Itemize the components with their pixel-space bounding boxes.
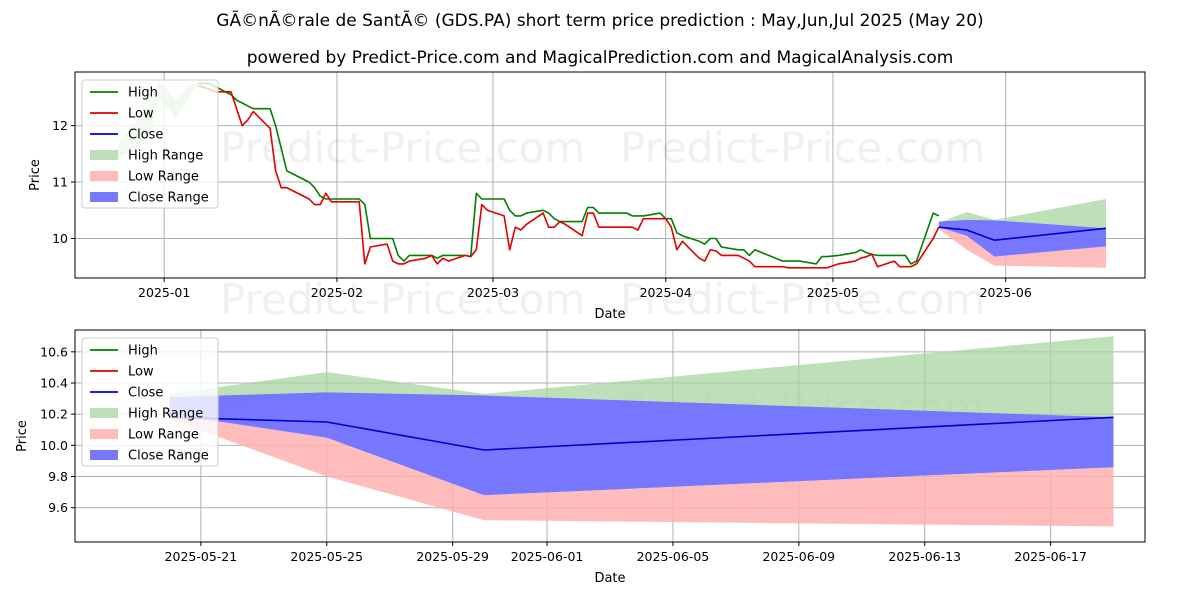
x-tick-label: 2025-06 <box>980 285 1032 300</box>
y-tick-label: 9.6 <box>48 500 68 515</box>
watermark-text: Predict-Price.com <box>620 124 985 173</box>
legend-swatch <box>90 192 118 202</box>
close-line <box>938 226 1107 241</box>
y-tick-label: 9.8 <box>48 469 68 484</box>
x-axis-label: Date <box>594 571 625 586</box>
x-tick-label: 2025-05-21 <box>165 549 238 564</box>
legend: High Low Close High Range Low Range Close Ran… <box>81 337 219 467</box>
legend-entry: Low <box>128 365 154 380</box>
legend-entry: Low Range <box>128 170 199 185</box>
legend-entry: Close Range <box>128 449 209 464</box>
x-tick-label: 2025-06-17 <box>1014 549 1087 564</box>
x-tick-label: 2025-03 <box>467 285 519 300</box>
bottom-plot-area <box>169 336 1114 527</box>
legend-entry: Low Range <box>128 428 199 443</box>
x-tick-label: 2025-05-29 <box>416 549 489 564</box>
x-tick-label: 2025-04 <box>640 285 692 300</box>
high-range-band <box>169 336 1114 418</box>
x-tick-label: 2025-05-25 <box>290 549 363 564</box>
y-tick-label: 10.6 <box>40 344 68 359</box>
legend-entry: Low <box>128 107 154 122</box>
legend-swatch <box>90 408 118 418</box>
chart-subtitle: powered by Predict-Price.com and Magical… <box>246 48 954 68</box>
y-axis-label: Price <box>15 420 30 452</box>
top-panel: 2025-01 2025-02 2025-03 2025-04 2025-05 2025-… <box>28 71 1146 324</box>
y-axis-label: Price <box>28 159 43 191</box>
chart-title: GÃ©nÃ©rale de SantÃ© (GDS.PA) short term… <box>216 11 984 31</box>
high-range-band <box>938 199 1106 229</box>
x-tick-label: 2025-02 <box>311 285 363 300</box>
legend-entry: Close <box>128 386 163 401</box>
legend-entry: Close Range <box>128 191 209 206</box>
high-line <box>197 82 940 265</box>
x-tick-label: 2025-06-09 <box>762 549 835 564</box>
legend-entry: High <box>128 344 158 359</box>
watermark-text: Predict-Price.com <box>620 275 985 324</box>
legend-entry: High Range <box>128 407 203 422</box>
y-tick-label: 12 <box>52 118 68 133</box>
legend-swatch <box>90 429 118 439</box>
y-tick-label: 10.0 <box>40 438 68 453</box>
y-tick-label: 10 <box>52 231 68 246</box>
low-range-band <box>938 227 1106 268</box>
watermark-text: Predict-Price.com <box>220 275 585 324</box>
low-line <box>197 85 940 269</box>
y-tick-label: 11 <box>52 175 68 190</box>
y-tick-label: 10.4 <box>40 376 68 391</box>
x-tick-label: 2025-05 <box>807 285 859 300</box>
x-tick-label: 2025-01 <box>138 285 190 300</box>
legend-swatch <box>90 450 118 460</box>
legend-entry: High Range <box>128 149 203 164</box>
plot-frame <box>74 329 1146 543</box>
close-line <box>169 416 1114 451</box>
x-tick-label: 2025-06-13 <box>888 549 961 564</box>
legend-swatch <box>90 171 118 181</box>
x-tick-label: 2025-06-05 <box>637 549 710 564</box>
y-tick-label: 10.2 <box>40 407 68 422</box>
legend-swatch <box>90 150 118 160</box>
x-tick-label: 2025-06-01 <box>511 549 584 564</box>
legend-entry: High <box>128 86 158 101</box>
legend: High Low Close High Range Low Range Close Ran… <box>81 79 219 209</box>
low-range-band <box>169 414 1114 527</box>
plot-frame <box>74 71 1146 279</box>
bottom-panel: 2025-05-21 2025-05-25 2025-05-29 2025-06-01… <box>15 329 1146 586</box>
legend-entry: Close <box>128 128 163 143</box>
top-plot-area <box>114 80 1107 269</box>
x-axis-label: Date <box>594 307 625 322</box>
close-range-band <box>938 219 1106 257</box>
close-range-band <box>169 392 1114 496</box>
